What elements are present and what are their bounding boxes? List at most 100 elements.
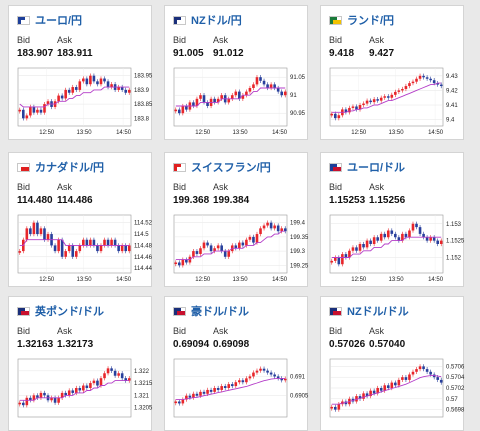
bid-label: Bid	[329, 182, 342, 192]
candle	[408, 83, 411, 86]
candle	[429, 79, 432, 80]
y-tick-label: 9.41	[446, 103, 458, 109]
candle	[114, 240, 117, 246]
bid-value: 1.15253	[329, 195, 365, 206]
bid-value: 91.005	[173, 48, 204, 59]
candle	[206, 390, 209, 394]
candle	[334, 258, 337, 261]
candle	[18, 110, 21, 112]
candle	[199, 392, 202, 396]
rate-card[interactable]: NZドル/円 Bid Ask 91.005 91.012 91.05 91 90.9…	[164, 5, 308, 140]
candle	[234, 92, 237, 96]
candle	[178, 262, 181, 265]
rate-card[interactable]: ユーロ/ドル Bid Ask 1.15253 1.15256 1.153 1.15…	[320, 152, 464, 287]
candle	[82, 386, 85, 391]
candle	[408, 231, 411, 238]
y-tick-label: 9.42	[446, 88, 458, 94]
candle	[398, 237, 401, 240]
candle	[110, 84, 113, 87]
price-chart: 199.4 199.35 199.3 199.25 12:50 13:50 14:50	[165, 209, 309, 287]
candle	[103, 240, 106, 246]
ask-value: 0.57040	[369, 339, 405, 350]
candle	[408, 375, 411, 380]
candle	[433, 80, 436, 83]
candle	[110, 240, 113, 246]
y-tick-label: 0.6905	[290, 394, 309, 400]
card-header[interactable]: ユーロ/円	[17, 12, 82, 28]
candle	[124, 90, 127, 93]
rate-card[interactable]: カナダドル/円 Bid Ask 114.480 114.486 114.52 11…	[8, 152, 152, 287]
rate-card[interactable]: ランド/円 Bid Ask 9.418 9.427 9.43 9.42 9.41 9.…	[320, 5, 464, 140]
pair-title[interactable]: ユーロ/ドル	[347, 159, 405, 175]
y-tick-label: 9.43	[446, 74, 458, 80]
pair-title[interactable]: ユーロ/円	[35, 12, 82, 28]
pair-title[interactable]: スイスフラン/円	[191, 159, 271, 175]
candle	[26, 228, 29, 239]
candle	[398, 380, 401, 385]
candle	[78, 81, 81, 90]
candle	[220, 95, 223, 99]
candle	[220, 386, 223, 390]
card-header[interactable]: NZドル/ドル	[329, 303, 409, 319]
pair-title[interactable]: NZドル/円	[191, 12, 242, 28]
candle	[394, 383, 397, 386]
candle	[86, 386, 89, 388]
ask-label: Ask	[213, 182, 228, 192]
pair-title[interactable]: カナダドル/円	[35, 159, 104, 175]
candle	[36, 110, 39, 113]
candle	[359, 244, 362, 251]
candle	[224, 386, 227, 388]
candle	[415, 369, 418, 372]
pair-title[interactable]: NZドル/ドル	[347, 303, 409, 319]
candle	[227, 384, 230, 388]
candle	[440, 85, 443, 86]
candle	[36, 223, 39, 234]
pair-title[interactable]: ランド/円	[347, 12, 394, 28]
candle	[277, 88, 280, 92]
candle	[352, 106, 355, 107]
flag-za-jp-icon	[329, 16, 342, 25]
candle	[419, 76, 422, 79]
candle	[376, 237, 379, 240]
card-header[interactable]: NZドル/円	[173, 12, 242, 28]
candle	[96, 381, 99, 386]
candle	[196, 394, 199, 396]
x-tick-label: 13:50	[77, 130, 93, 136]
candle	[440, 380, 443, 383]
rate-card[interactable]: NZドル/ドル Bid Ask 0.57026 0.57040 0.5706 0.…	[320, 296, 464, 431]
candle	[220, 245, 223, 251]
candle	[390, 231, 393, 234]
pair-title[interactable]: 英ポンド/ドル	[35, 303, 104, 319]
ask-value: 0.69098	[213, 339, 249, 350]
card-header[interactable]: 英ポンド/ドル	[17, 303, 104, 319]
candle	[273, 226, 276, 229]
flag-ch-jp-icon	[173, 163, 186, 172]
rate-card[interactable]: スイスフラン/円 Bid Ask 199.368 199.384 199.4 19…	[164, 152, 308, 287]
candle	[182, 260, 185, 266]
y-tick-label: 183.9	[134, 88, 150, 94]
candle	[203, 243, 206, 249]
card-header[interactable]: スイスフラン/円	[173, 159, 271, 175]
y-tick-label: 91.05	[290, 75, 306, 81]
candle	[433, 237, 436, 240]
card-header[interactable]: ユーロ/ドル	[329, 159, 405, 175]
x-tick-label: 14:50	[428, 130, 444, 136]
card-header[interactable]: カナダドル/円	[17, 159, 104, 175]
candle	[75, 388, 78, 393]
ask-value: 91.012	[213, 48, 244, 59]
candle	[231, 384, 234, 386]
pair-title[interactable]: 豪ドル/ドル	[191, 303, 249, 319]
rate-card[interactable]: 豪ドル/ドル Bid Ask 0.69094 0.69098 0.691 0.69…	[164, 296, 308, 431]
rate-card[interactable]: 英ポンド/ドル Bid Ask 1.32163 1.32173 1.322 1.3…	[8, 296, 152, 431]
card-header[interactable]: 豪ドル/ドル	[173, 303, 249, 319]
candle	[352, 247, 355, 250]
candle	[412, 372, 415, 375]
candle	[40, 228, 43, 234]
candle	[182, 400, 185, 404]
candle	[266, 84, 269, 88]
rate-card[interactable]: ユーロ/円 Bid Ask 183.907 183.911 183.95 183.…	[8, 5, 152, 140]
y-tick-label: 0.5698	[446, 408, 465, 414]
candle	[43, 228, 46, 239]
card-header[interactable]: ランド/円	[329, 12, 394, 28]
candle	[75, 87, 78, 90]
